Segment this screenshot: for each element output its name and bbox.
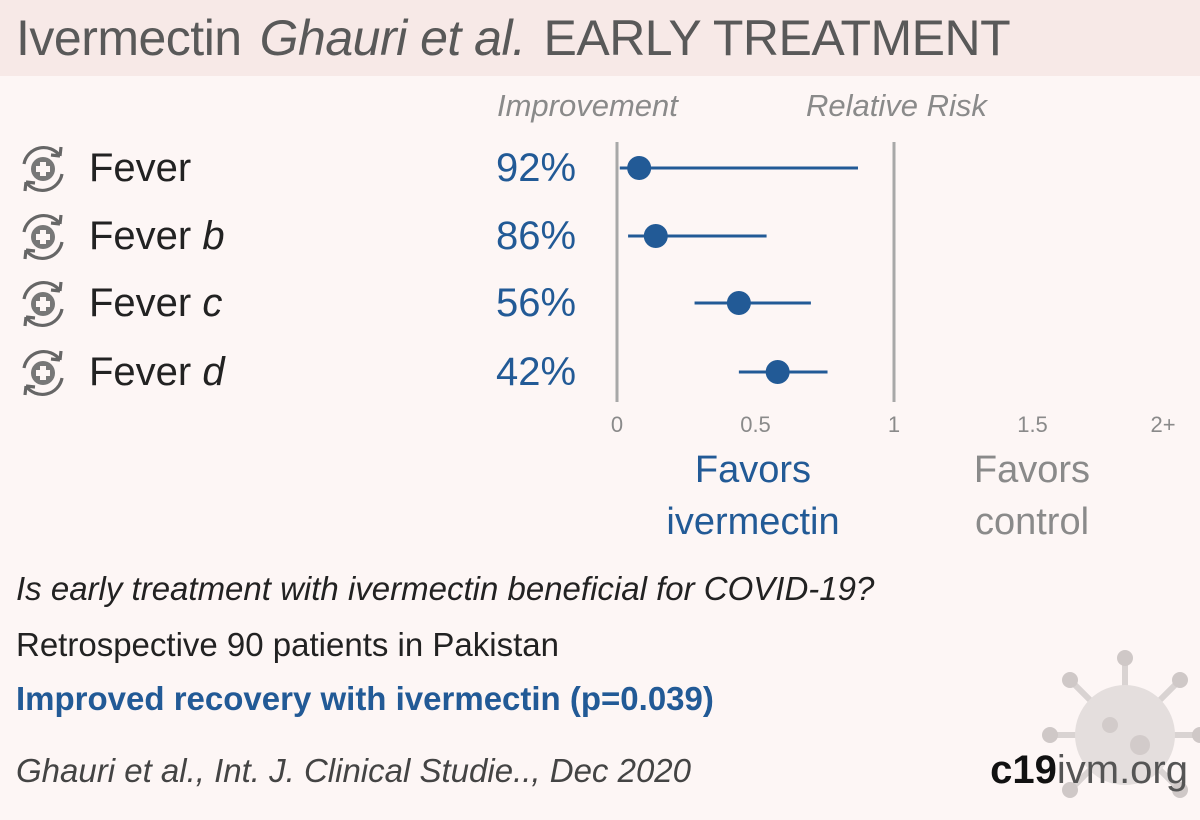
- outcome-suffix-3: c: [202, 281, 223, 325]
- outcome-name-2: Fever: [89, 214, 192, 258]
- outcome-name-1: Fever: [89, 146, 192, 190]
- favors-control-label: Favors control: [912, 444, 1152, 548]
- outcome-label-1: Fever: [89, 144, 191, 192]
- virus-watermark-icon: [1042, 650, 1200, 798]
- improvement-column-header: Improvement: [497, 88, 678, 123]
- outcome-name-4: Fever: [89, 350, 192, 394]
- improvement-value-4: 42%: [496, 350, 577, 394]
- favors-ivermectin-line1: Favors: [694, 449, 812, 491]
- x-tick-label: 0.5: [740, 412, 771, 437]
- favors-ivermectin-label: Favors ivermectin: [633, 444, 873, 548]
- point-estimate-1: [627, 156, 652, 180]
- recovery-cycle-icon: [22, 145, 64, 193]
- x-tick-label: 2+: [1150, 412, 1175, 437]
- point-estimate-3: [726, 291, 751, 315]
- outcome-label-2: Fever b: [89, 212, 225, 260]
- outcome-name-3: Fever: [89, 281, 192, 325]
- point-estimate-2: [643, 224, 668, 248]
- recovery-cycle-icon: [22, 349, 64, 397]
- brand-bold: c19: [990, 748, 1057, 792]
- improvement-value-2: 86%: [496, 214, 577, 258]
- study-design: Retrospective 90 patients in Pakistan: [16, 626, 559, 663]
- outcome-suffix-2: b: [202, 214, 225, 258]
- site-brand[interactable]: c19ivm.org: [990, 748, 1188, 793]
- study-conclusion: Improved recovery with ivermectin (p=0.0…: [16, 680, 714, 717]
- study-question: Is early treatment with ivermectin benef…: [16, 570, 875, 607]
- page-title: Ivermectin Ghauri et al. EARLY TREATMENT: [16, 8, 1028, 68]
- improvement-value-3: 56%: [496, 281, 577, 325]
- favors-control-line2: control: [974, 501, 1090, 543]
- x-tick-label: 1.5: [1017, 412, 1048, 437]
- x-tick-label: 1: [888, 412, 900, 437]
- title-stage: EARLY TREATMENT: [543, 10, 1011, 66]
- outcome-suffix-4: d: [202, 350, 225, 394]
- recovery-cycle-icon: [22, 280, 64, 328]
- relative-risk-column-header: Relative Risk: [806, 88, 987, 123]
- header-bar: [0, 0, 1200, 76]
- recovery-cycle-icon: [22, 213, 64, 261]
- favors-control-line1: Favors: [973, 449, 1091, 491]
- favors-ivermectin-line2: ivermectin: [666, 501, 840, 543]
- improvement-value-1: 92%: [496, 146, 577, 190]
- x-tick-label: 0: [611, 412, 623, 437]
- point-estimate-4: [765, 360, 790, 384]
- title-authors: Ghauri et al.: [259, 10, 526, 66]
- title-drug: Ivermectin: [16, 10, 242, 66]
- forest-plot: 0 0.5 1 1.5 2+: [611, 142, 1176, 437]
- outcome-label-3: Fever c: [89, 279, 222, 327]
- study-citation: Ghauri et al., Int. J. Clinical Studie..…: [16, 752, 692, 789]
- outcome-label-4: Fever d: [89, 348, 225, 396]
- brand-rest: ivm.org: [1056, 748, 1188, 792]
